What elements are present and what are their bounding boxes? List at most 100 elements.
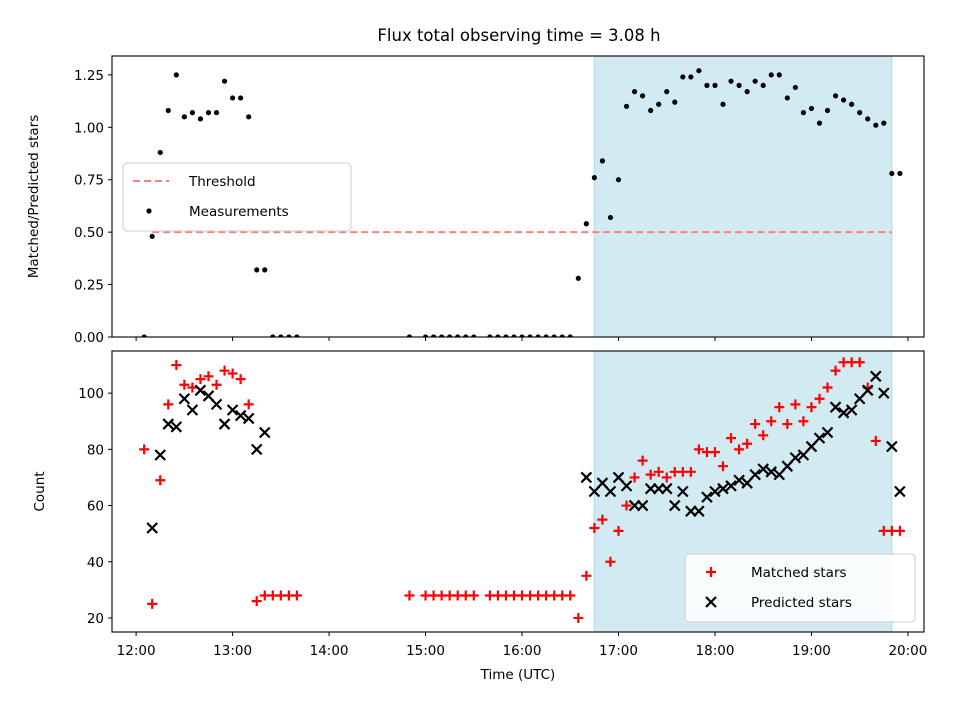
predicted-point <box>765 466 778 478</box>
measurement-point <box>688 74 694 80</box>
matched-point <box>661 472 672 483</box>
chart-title: Flux total observing time = 3.08 h <box>377 26 660 45</box>
x-tick-label: 19:00 <box>792 643 831 659</box>
measurement-point <box>205 110 212 116</box>
matched-point <box>854 357 865 368</box>
measurement-point <box>294 334 300 337</box>
axes-frame <box>111 350 925 633</box>
matched-point <box>790 399 801 410</box>
legend-label: Predicted stars <box>751 595 852 611</box>
matched-point <box>870 435 881 446</box>
measurement-point <box>189 110 195 116</box>
legend-label: Measurements <box>189 204 289 220</box>
matched-point <box>718 461 729 472</box>
measurement-point <box>519 334 525 337</box>
predicted-point <box>146 522 158 534</box>
matched-point <box>750 419 761 430</box>
measurement-point <box>559 334 565 337</box>
x-tick-label: 18:00 <box>696 643 735 659</box>
observing-span <box>593 55 893 338</box>
matched-point <box>742 438 753 449</box>
measurement-point <box>897 170 903 177</box>
matched-point <box>758 430 769 441</box>
measurement-point <box>664 89 670 95</box>
matched-point <box>187 382 198 393</box>
predicted-point <box>218 418 231 430</box>
y-tick-label: 100 <box>78 386 104 402</box>
y-axis-label: Matched/Predicted stars <box>26 115 42 278</box>
y-tick-label: 0.00 <box>74 330 104 346</box>
measurement-point <box>607 214 614 221</box>
measurement-point <box>551 334 557 337</box>
measurement-point <box>816 120 823 126</box>
predicted-point <box>878 387 890 399</box>
predicted-point <box>749 468 761 481</box>
matched-point <box>830 365 841 376</box>
measurement-point <box>656 101 662 107</box>
matched-point <box>798 416 809 427</box>
predicted-point <box>725 480 737 492</box>
predicted-point <box>813 432 826 444</box>
measurement-point <box>181 114 187 120</box>
flux-ratio-panel: 0.00 0.25 0.50 0.75 1.00 1.25 Matched/Predicte… <box>26 55 925 346</box>
matched-point <box>589 523 600 534</box>
matched-point <box>774 402 785 413</box>
measurement-point <box>672 99 678 105</box>
x-tick-label: 13:00 <box>213 643 252 659</box>
y-axis-label: Count <box>32 471 48 511</box>
matched-point <box>822 382 833 393</box>
measurement-point <box>495 334 501 337</box>
x-tick-label: 16:00 <box>503 643 542 659</box>
matched-point <box>653 466 664 477</box>
matched-point <box>251 596 262 607</box>
matched-point <box>782 419 793 430</box>
measurement-point <box>776 72 782 78</box>
measurement-point <box>640 93 646 99</box>
measurement-point <box>575 275 581 281</box>
predicted-point <box>821 426 834 439</box>
measurement-point <box>471 334 477 337</box>
predicted-point <box>861 384 874 397</box>
matched-point <box>565 590 576 601</box>
matched-point <box>155 475 166 486</box>
measurement-point <box>430 334 437 337</box>
predicted-point <box>709 485 721 498</box>
predicted-point <box>154 449 167 461</box>
predicted-point <box>869 370 882 383</box>
x-axis-label: Time (UTC) <box>480 667 556 683</box>
matched-point <box>163 399 174 410</box>
predicted-point <box>580 471 593 484</box>
legend-box <box>122 162 352 232</box>
legend-box <box>684 553 916 623</box>
predicted-point <box>829 401 842 413</box>
measurement-point <box>704 82 710 88</box>
legend-predicted-swatch <box>705 596 717 608</box>
axes-frame <box>111 55 925 338</box>
predicted-point <box>733 474 745 487</box>
matched-point <box>621 500 632 511</box>
legend-label: Threshold <box>188 174 256 190</box>
matched-point <box>195 374 206 385</box>
matched-point <box>814 393 825 404</box>
measurement-point <box>865 116 871 122</box>
measurement-point <box>157 149 163 156</box>
matched-point <box>766 416 777 427</box>
measurement-point <box>229 95 236 101</box>
plot-area <box>139 357 906 623</box>
predicted-point <box>194 384 207 397</box>
measurement-point <box>599 158 606 164</box>
predicted-point <box>226 404 239 416</box>
y-tick-label: 1.00 <box>74 120 104 136</box>
y-tick-label: 1.25 <box>74 68 104 84</box>
y-tick-label: 0.75 <box>74 173 104 189</box>
measurement-point <box>760 82 766 88</box>
measurement-point <box>889 170 895 177</box>
measurement-point <box>832 93 839 99</box>
predicted-point <box>234 409 247 422</box>
matched-point <box>468 590 479 601</box>
legend: Matched stars Predicted stars <box>684 553 916 623</box>
matched-point <box>597 514 608 525</box>
y-tick-label: 60 <box>87 499 104 515</box>
measurement-point <box>165 107 171 114</box>
